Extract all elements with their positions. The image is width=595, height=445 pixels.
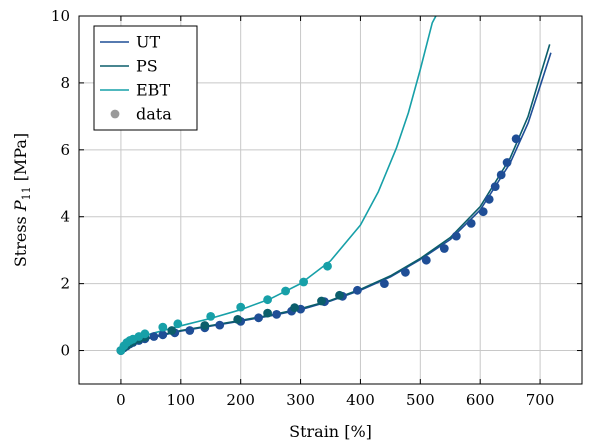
x-tick-label: 500 bbox=[406, 391, 435, 409]
data-point-dataps bbox=[167, 326, 177, 335]
y-axis-label: Stress P11 [MPa] bbox=[11, 133, 33, 267]
data-point-dataut bbox=[149, 332, 159, 341]
data-point-dataebt bbox=[236, 302, 246, 312]
data-point-dataebt bbox=[263, 295, 272, 305]
data-point-dataut bbox=[401, 267, 410, 277]
y-tick-label: 2 bbox=[60, 275, 70, 293]
data-point-dataut bbox=[490, 182, 500, 192]
data-point-dataps bbox=[263, 308, 272, 318]
legend-swatch-data bbox=[110, 109, 120, 119]
y-tick-label: 10 bbox=[51, 7, 70, 25]
data-point-dataut bbox=[496, 170, 506, 180]
x-tick-label: 200 bbox=[226, 391, 255, 409]
y-tick-label: 6 bbox=[60, 141, 70, 159]
data-point-dataut bbox=[185, 326, 195, 335]
data-point-dataebt bbox=[323, 261, 332, 271]
data-point-dataps bbox=[290, 303, 299, 313]
legend-label-data: data bbox=[136, 105, 172, 124]
data-point-dataut bbox=[511, 134, 521, 144]
x-axis-label: Strain [%] bbox=[289, 422, 372, 441]
axis-ticks: 0 100 200 300 400 500 600 700 0 2 4 6 8 10 bbox=[51, 7, 582, 409]
x-tick-label: 100 bbox=[166, 391, 195, 409]
data-point-dataut bbox=[478, 207, 488, 217]
data-point-dataps bbox=[335, 290, 344, 300]
y-axis-label-symbol: P bbox=[11, 200, 30, 212]
legend: UT PS EBT data bbox=[93, 25, 198, 131]
y-axis-label-prefix: Stress bbox=[11, 211, 30, 267]
data-point-dataut bbox=[421, 255, 431, 265]
legend-label-ps: PS bbox=[136, 57, 158, 76]
y-axis-label-subscript: 11 bbox=[20, 186, 33, 200]
plot-series bbox=[116, 16, 552, 355]
data-point-dataebt bbox=[206, 312, 216, 321]
legend-label-ebt: EBT bbox=[136, 81, 170, 100]
data-point-dataut bbox=[215, 320, 225, 330]
x-tick-label: 300 bbox=[286, 391, 315, 409]
data-point-dataebt bbox=[140, 329, 150, 339]
x-tick-label: 400 bbox=[346, 391, 375, 409]
y-tick-label: 4 bbox=[60, 208, 70, 226]
data-point-dataut bbox=[254, 313, 263, 323]
x-tick-label: 700 bbox=[526, 391, 555, 409]
data-point-dataut bbox=[353, 285, 362, 295]
y-tick-label: 0 bbox=[60, 342, 70, 360]
data-point-dataut bbox=[272, 310, 281, 319]
data-point-dataebt bbox=[281, 286, 290, 296]
data-point-dataps bbox=[200, 321, 210, 330]
y-axis-label-unit: [MPa] bbox=[11, 133, 30, 187]
data-point-dataut bbox=[158, 330, 168, 340]
plot-frame bbox=[78, 15, 583, 385]
data-point-dataut bbox=[484, 194, 494, 204]
data-point-dataut bbox=[439, 244, 449, 253]
data-point-dataut bbox=[466, 219, 476, 228]
data-point-dataps bbox=[233, 315, 243, 324]
data-point-dataut bbox=[451, 231, 461, 241]
x-tick-label: 0 bbox=[116, 391, 126, 409]
y-tick-label: 8 bbox=[60, 74, 70, 92]
data-point-dataut bbox=[380, 279, 389, 288]
x-tick-label: 600 bbox=[466, 391, 495, 409]
data-point-dataps bbox=[317, 296, 326, 306]
data-point-dataebt bbox=[158, 322, 168, 332]
legend-label-ut: UT bbox=[136, 33, 160, 52]
data-point-dataebt bbox=[173, 319, 183, 329]
data-point-dataebt bbox=[299, 277, 308, 287]
data-point-dataut bbox=[502, 158, 512, 167]
